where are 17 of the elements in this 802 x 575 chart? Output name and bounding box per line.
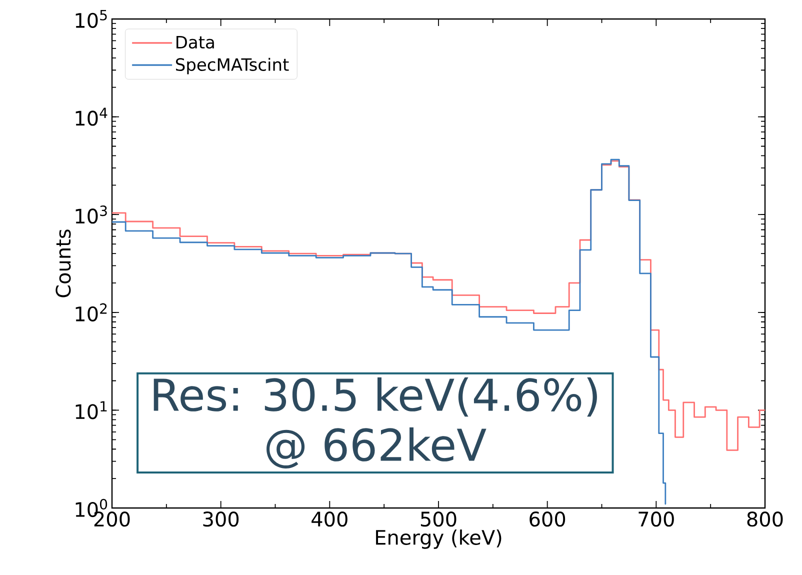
- y-tick-label: 10$^{5}$: [76, 10, 107, 28]
- x-tick-label: 300: [203, 512, 239, 527]
- y-tick-label: 10$^{1}$: [76, 401, 107, 420]
- x-tick-label: 700: [638, 512, 674, 527]
- annotation: @ 662keV: [266, 427, 486, 468]
- annotation: Res: 30.5 keV(4.6%): [154, 377, 597, 417]
- y-tick-label: 10$^{3}$: [76, 206, 107, 224]
- x-tick-label: 600: [530, 512, 566, 527]
- y-tick-label: 10$^{4}$: [76, 108, 108, 126]
- legend-label: SpecMATscint: [176, 58, 289, 74]
- x-tick-label: 800: [747, 512, 783, 527]
- x-tick-label: 400: [312, 512, 348, 527]
- x-tick-label: 500: [420, 512, 456, 527]
- y-axis-title: Counts: [56, 230, 71, 298]
- y-tick-label: 10$^{2}$: [76, 303, 107, 322]
- x-axis-title: Energy (keV): [376, 529, 502, 549]
- legend-label: Data: [176, 36, 214, 49]
